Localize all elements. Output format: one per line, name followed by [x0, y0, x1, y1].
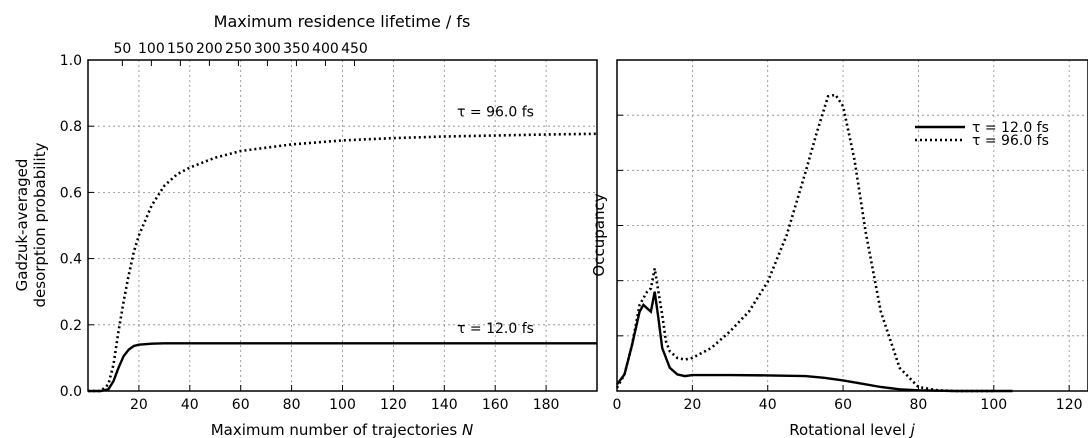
- right-x-axis-label: Rotational level j: [789, 421, 915, 438]
- right-x-tick-label: 20: [683, 397, 701, 413]
- left-y-tick-label: 0.6: [60, 185, 82, 201]
- left-y-tick-label: 0.0: [60, 384, 82, 400]
- left-x-tick-label: 180: [533, 397, 560, 413]
- left-y-tick-label: 0.4: [60, 252, 82, 268]
- right-legend: τ = 12.0 fsτ = 96.0 fs: [915, 120, 1049, 149]
- right-y-axis-label: Occupancy: [590, 193, 608, 276]
- left-annotations: τ = 96.0 fs τ = 12.0 fs: [457, 104, 534, 337]
- left-top-axis-title: Maximum residence lifetime / fs: [214, 12, 471, 31]
- left-top-tick-label: 400: [312, 41, 339, 57]
- left-series-annotation: τ = 96.0 fs: [457, 104, 534, 120]
- left-x-tick-label: 120: [380, 397, 407, 413]
- right-x-tick-label: 0: [613, 397, 622, 413]
- left-series-line-1: [88, 342, 597, 393]
- left-x-tick-label: 40: [181, 397, 199, 413]
- right-series-line-1: [615, 93, 994, 393]
- left-series-lines: [88, 132, 598, 393]
- right-x-tick-label: 40: [759, 397, 777, 413]
- right-gridlines: [617, 60, 1088, 391]
- left-series-line-0: [88, 132, 598, 393]
- left-ticks: 20 40 60 80 100 120 140 160 180 0.0 0.2 0.4 0.6 0.8 1.…: [60, 41, 560, 413]
- left-gridlines: [88, 60, 597, 391]
- left-top-tick-label: 100: [138, 41, 165, 57]
- left-x-axis-label: Maximum number of trajectories N: [211, 421, 474, 438]
- rotational-occupancy-chart: 0 20 40 60 80 100 120 Rotational level j Occup…: [590, 59, 1088, 438]
- left-x-tick-label: 80: [283, 397, 301, 413]
- left-y-tick-label: 1.0: [60, 53, 82, 69]
- left-y-tick-label: 0.8: [60, 119, 82, 135]
- left-top-tick-label: 150: [167, 41, 194, 57]
- left-top-tick-label: 350: [283, 41, 310, 57]
- left-y-axis-label-line1: Gadzuk-averaged: [13, 159, 31, 292]
- left-top-tick-label: 250: [225, 41, 252, 57]
- legend-label: τ = 96.0 fs: [972, 133, 1049, 149]
- right-x-tick-label: 100: [980, 397, 1007, 413]
- left-x-tick-label: 160: [482, 397, 509, 413]
- right-series-lines: [615, 93, 1013, 393]
- left-x-tick-label: 140: [431, 397, 458, 413]
- right-x-tick-label: 60: [834, 397, 852, 413]
- left-x-tick-label: 60: [232, 397, 250, 413]
- right-ticks: 0 20 40 60 80 100 120: [613, 114, 1083, 413]
- left-y-tick-label: 0.2: [60, 318, 82, 334]
- left-y-axis-label-line2: desorption probability: [31, 142, 49, 307]
- right-series-line-0: [616, 291, 1013, 393]
- left-top-tick-label: 50: [113, 41, 131, 57]
- left-x-tick-label: 100: [329, 397, 356, 413]
- left-top-tick-label: 450: [341, 41, 368, 57]
- left-top-tick-label: 300: [254, 41, 281, 57]
- right-x-tick-label: 80: [910, 397, 928, 413]
- left-x-tick-label: 20: [130, 397, 148, 413]
- left-series-annotation: τ = 12.0 fs: [457, 321, 534, 337]
- left-top-tick-label: 200: [196, 41, 223, 57]
- right-x-tick-label: 120: [1056, 397, 1083, 413]
- desorption-probability-chart: 20 40 60 80 100 120 140 160 180 0.0 0.2 0.4 0.6 0.8 1.…: [13, 12, 598, 438]
- legend-label: τ = 12.0 fs: [972, 120, 1049, 136]
